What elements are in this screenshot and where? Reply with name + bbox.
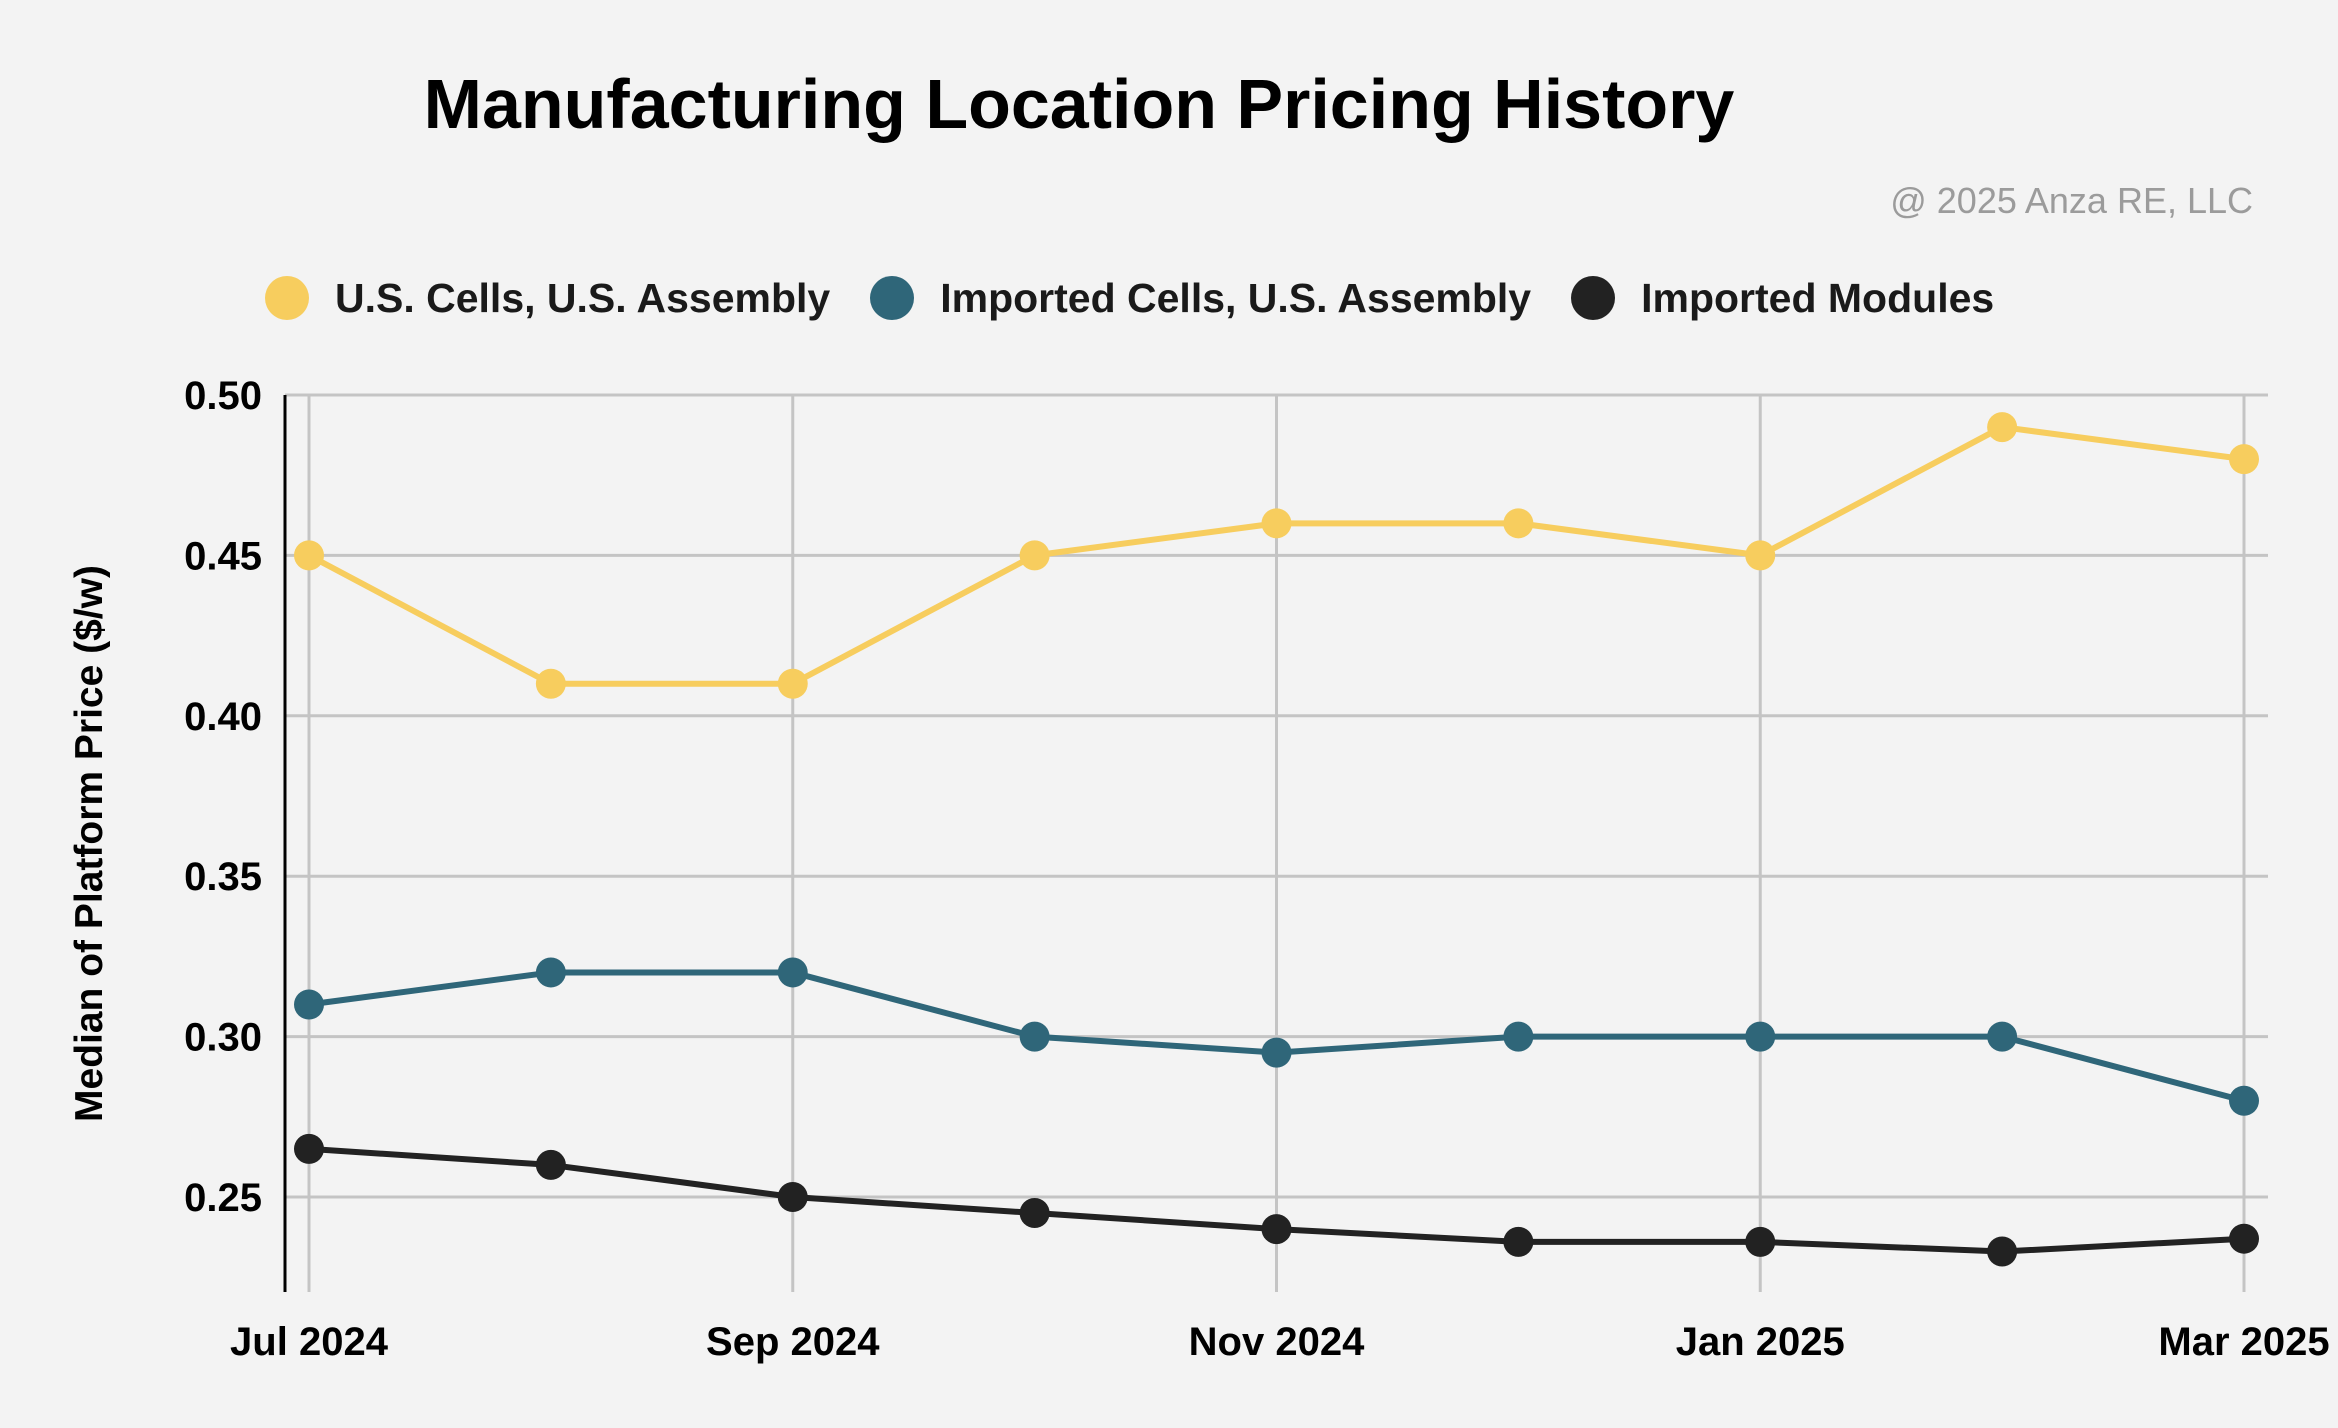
y-axis-title: Median of Platform Price ($/w): [68, 565, 111, 1122]
y-tick-label: 0.30: [184, 1016, 262, 1060]
legend-swatch-imported-cells: [870, 276, 915, 320]
copyright-notice: @ 2025 Anza RE, LLC: [1890, 180, 2253, 221]
data-point: [1019, 540, 1050, 571]
data-point: [535, 957, 566, 988]
x-tick-label: Jan 2025: [1676, 1320, 1845, 1364]
data-point: [1745, 540, 1776, 571]
data-point: [1503, 508, 1534, 539]
data-point: [535, 668, 566, 699]
data-point: [777, 957, 808, 988]
y-tick-label: 0.45: [184, 534, 262, 578]
data-point: [535, 1149, 566, 1180]
legend-item-us-cells[interactable]: U.S. Cells, U.S. Assembly: [265, 275, 830, 322]
legend-label-imported-modules: Imported Modules: [1641, 274, 1995, 321]
data-point: [1745, 1226, 1776, 1257]
y-tick-label: 0.40: [184, 695, 262, 739]
data-point: [1019, 1198, 1050, 1229]
data-point: [1019, 1021, 1050, 1052]
series-points: [294, 412, 2259, 1267]
data-point: [777, 1182, 808, 1212]
legend-item-imported-modules[interactable]: Imported Modules: [1571, 275, 1994, 322]
data-point: [1503, 1021, 1534, 1052]
x-tick-label: Jul 2024: [230, 1320, 389, 1364]
data-point: [1261, 1037, 1292, 1068]
data-point: [294, 989, 324, 1020]
x-tick-label: Mar 2025: [2158, 1320, 2329, 1364]
legend-label-imported-cells: Imported Cells, U.S. Assembly: [940, 274, 1532, 321]
axis-labels: 0.25 0.30 0.35 0.40 0.45 0.50 Jul 2024 Sep 2024…: [68, 374, 2330, 1364]
data-point: [1503, 1226, 1534, 1257]
data-point: [1987, 412, 2018, 443]
data-point: [777, 668, 808, 699]
legend: U.S. Cells, U.S. Assembly Imported Cells…: [265, 270, 2034, 326]
data-point: [294, 1133, 324, 1164]
legend-swatch-us-cells: [265, 276, 309, 320]
chart-title: Manufacturing Location Pricing History: [423, 65, 1735, 143]
x-tick-label: Sep 2024: [706, 1320, 880, 1364]
legend-label-us-cells: U.S. Cells, U.S. Assembly: [335, 274, 831, 321]
data-point: [2229, 444, 2259, 475]
x-tick-label: Nov 2024: [1189, 1320, 1365, 1364]
data-point: [1745, 1021, 1776, 1052]
data-point: [1987, 1236, 2018, 1267]
data-point: [294, 540, 324, 571]
data-point: [1261, 508, 1292, 539]
data-point: [2229, 1223, 2259, 1254]
data-point: [2229, 1085, 2259, 1116]
y-tick-label: 0.35: [184, 855, 262, 899]
legend-item-imported-cells[interactable]: Imported Cells, U.S. Assembly: [870, 275, 1531, 322]
legend-swatch-imported-modules: [1571, 276, 1616, 320]
data-point: [1261, 1214, 1292, 1245]
y-tick-label: 0.50: [184, 374, 262, 418]
data-point: [1987, 1021, 2018, 1052]
y-tick-label: 0.25: [184, 1176, 262, 1220]
